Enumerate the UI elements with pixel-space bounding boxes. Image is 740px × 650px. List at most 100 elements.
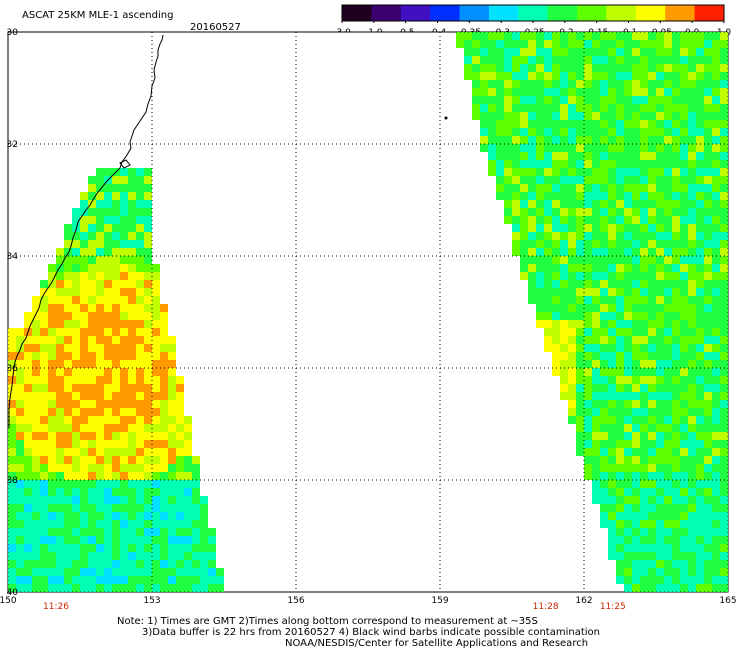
swath-cell	[528, 120, 536, 128]
swath-cell	[712, 584, 720, 592]
swath-cell	[664, 480, 672, 488]
swath-cell	[552, 184, 560, 192]
swath-cell	[120, 536, 128, 544]
swath-cell	[688, 344, 696, 352]
swath-cell	[672, 560, 680, 568]
swath-cell	[176, 480, 184, 488]
swath-cell	[576, 104, 584, 112]
product-date: 20160527	[190, 22, 241, 33]
swath-cell	[680, 392, 688, 400]
swath-cell	[664, 384, 672, 392]
swath-cell	[104, 536, 112, 544]
swath-cell	[672, 144, 680, 152]
swath-cell	[704, 304, 712, 312]
swath-cell	[656, 120, 664, 128]
swath-cell	[648, 136, 656, 144]
swath-cell	[104, 496, 112, 504]
swath-cell	[616, 296, 624, 304]
swath-cell	[104, 576, 112, 584]
swath-cell	[704, 456, 712, 464]
swath-cell	[536, 96, 544, 104]
swath-cell	[184, 576, 192, 584]
swath-cell	[16, 536, 24, 544]
swath-cell	[560, 80, 568, 88]
swath-cell	[176, 400, 184, 408]
swath-cell	[176, 568, 184, 576]
swath-cell	[192, 560, 200, 568]
swath-cell	[720, 40, 728, 48]
swath-cell	[560, 152, 568, 160]
swath-cell	[616, 400, 624, 408]
swath-cell	[48, 416, 56, 424]
swath-cell	[648, 568, 656, 576]
swath-cell	[104, 168, 112, 176]
swath-cell	[104, 488, 112, 496]
swath-cell	[16, 472, 24, 480]
swath-cell	[672, 288, 680, 296]
swath-cell	[176, 552, 184, 560]
swath-cell	[72, 480, 80, 488]
note-line-2: 3)Data buffer is 22 hrs from 20160527 4)…	[142, 627, 600, 638]
swath-cell	[536, 192, 544, 200]
swath-cell	[96, 472, 104, 480]
swath-cell	[672, 496, 680, 504]
swath-cell	[16, 496, 24, 504]
swath-cell	[200, 512, 208, 520]
swath-cell	[576, 432, 584, 440]
swath-cell	[664, 408, 672, 416]
swath-cell	[32, 568, 40, 576]
swath-cell	[528, 176, 536, 184]
swath-cell	[520, 104, 528, 112]
swath-cell	[616, 336, 624, 344]
swath-cell	[688, 400, 696, 408]
swath-cell	[184, 496, 192, 504]
swath-cell	[592, 376, 600, 384]
swath-cell	[624, 304, 632, 312]
swath-cell	[560, 40, 568, 48]
swath-cell	[640, 144, 648, 152]
swath-cell	[688, 488, 696, 496]
swath-cell	[648, 304, 656, 312]
swath-cell	[80, 216, 88, 224]
swath-cell	[80, 312, 88, 320]
swath-cell	[648, 536, 656, 544]
swath-cell	[632, 40, 640, 48]
swath-cell	[560, 56, 568, 64]
swath-cell	[648, 584, 656, 592]
swath-cell	[112, 256, 120, 264]
swath-cell	[624, 584, 632, 592]
swath-cell	[624, 72, 632, 80]
swath-cell	[520, 96, 528, 104]
swath-cell	[632, 344, 640, 352]
swath-cell	[16, 392, 24, 400]
swath-cell	[560, 288, 568, 296]
swath-cell	[496, 32, 504, 40]
swath-cell	[560, 200, 568, 208]
swath-cell	[144, 528, 152, 536]
swath-cell	[88, 200, 96, 208]
swath-cell	[560, 208, 568, 216]
swath-cell	[136, 576, 144, 584]
swath-cell	[40, 416, 48, 424]
swath-cell	[24, 520, 32, 528]
swath-cell	[592, 168, 600, 176]
swath-cell	[56, 568, 64, 576]
swath-cell	[560, 32, 568, 40]
swath-cell	[48, 552, 56, 560]
swath-cell	[552, 360, 560, 368]
swath-cell	[16, 376, 24, 384]
swath-cell	[536, 200, 544, 208]
swath-cell	[184, 448, 192, 456]
swath-cell	[104, 336, 112, 344]
swath-cell	[600, 336, 608, 344]
swath-cell	[704, 72, 712, 80]
swath-cell	[536, 280, 544, 288]
swath-cell	[144, 224, 152, 232]
swath-cell	[688, 112, 696, 120]
swath-cell	[112, 440, 120, 448]
swath-cell	[480, 32, 488, 40]
swath-cell	[576, 280, 584, 288]
swath-cell	[88, 512, 96, 520]
swath-cell	[552, 112, 560, 120]
swath-cell	[104, 320, 112, 328]
